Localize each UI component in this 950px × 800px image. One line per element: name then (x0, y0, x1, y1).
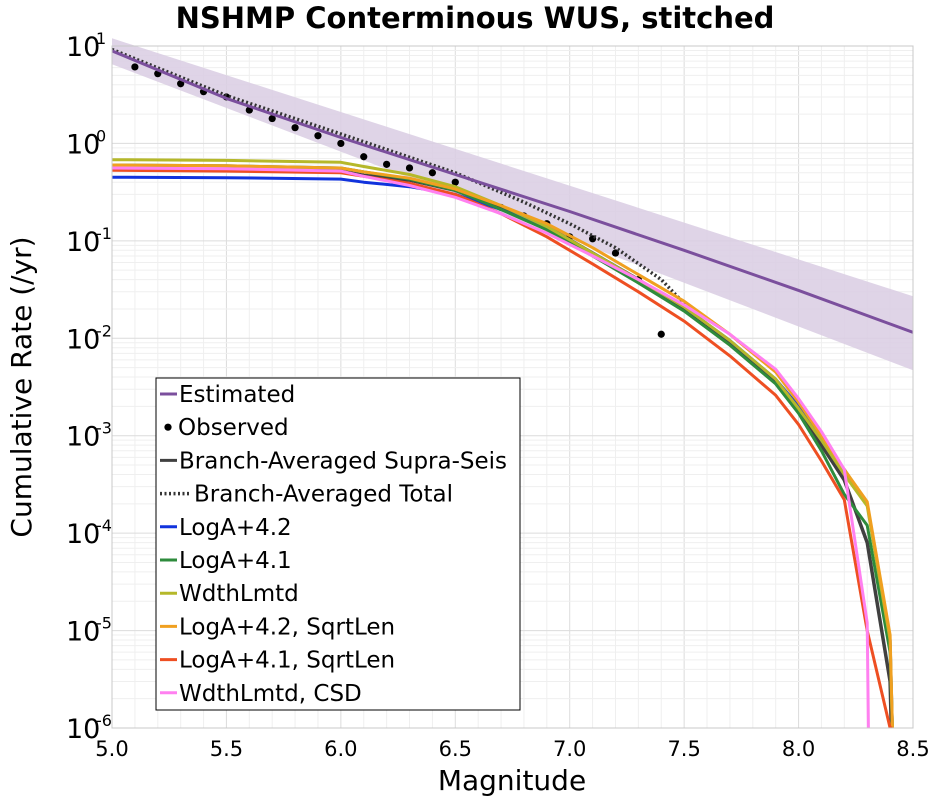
y-tick-label: 100 (66, 126, 106, 160)
legend-label: LogA+4.1 (179, 548, 292, 574)
series-layer (112, 47, 913, 728)
x-tick-label: 6.0 (324, 737, 357, 761)
estimated-band (112, 38, 913, 371)
y-tick-exponent: -3 (96, 419, 112, 438)
y-tick-base: 10 (66, 129, 100, 160)
x-tick-label: 7.0 (553, 737, 586, 761)
observed-point (268, 114, 276, 123)
legend-item-loga-4-2: LogA+4.2 (160, 515, 292, 541)
y-tick-base: 10 (66, 422, 100, 453)
legend-item-wdthlmtd-csd: WdthLmtd, CSD (160, 681, 362, 707)
legend-item-estimated: Estimated (160, 382, 295, 408)
observed-point (383, 160, 391, 168)
y-tick-base: 10 (66, 617, 100, 648)
legend-label: Estimated (179, 382, 295, 408)
y-tick-exponent: -5 (96, 614, 112, 633)
legend-label: Branch-Averaged Total (194, 482, 453, 508)
observed-point (451, 178, 459, 186)
x-tick-label: 5.0 (95, 737, 128, 761)
y-tick-base: 10 (66, 32, 100, 63)
y-tick-exponent: 1 (96, 29, 106, 48)
observed-point (611, 249, 620, 257)
x-tick-label: 6.5 (439, 737, 472, 761)
x-tick-label: 5.5 (210, 737, 243, 761)
x-ticks: 5.0 5.5 6.0 6.5 7.0 7.5 8.0 8.5 (95, 737, 929, 761)
y-tick-exponent: -1 (96, 224, 112, 243)
observed-point (657, 330, 665, 338)
legend-box (155, 377, 521, 711)
series-estimated (112, 49, 913, 334)
y-tick-exponent: -6 (96, 711, 112, 730)
observed-point (314, 132, 322, 140)
legend-label: WdthLmtd, CSD (179, 681, 362, 707)
y-tick-exponent: -4 (96, 516, 112, 535)
legend-label: WdthLmtd (179, 581, 299, 607)
observed-point (291, 124, 299, 132)
legend-label: LogA+4.2 (179, 515, 292, 541)
chart-title: NSHMP Conterminous WUS, stitched (176, 1, 775, 35)
observed-point (428, 169, 436, 177)
legend-label: LogA+4.1, SqrtLen (179, 648, 395, 674)
observed-point (131, 63, 139, 71)
legend-item-branch-averaged-total: Branch-Averaged Total (160, 482, 453, 508)
y-tick-base: 10 (66, 714, 100, 745)
legend-item-branch-averaged-supra-seis: Branch-Averaged Supra-Seis (160, 448, 507, 474)
legend-swatch (164, 423, 172, 431)
legend-label: Observed (178, 415, 289, 441)
y-tick-exponent: 0 (96, 126, 106, 145)
observed-point (405, 164, 414, 172)
y-tick-label: 10-1 (66, 224, 112, 258)
legend-item-loga-4-1: LogA+4.1 (160, 548, 292, 574)
legend-item-loga-4-2-sqrtlen: LogA+4.2, SqrtLen (160, 614, 395, 640)
legend-item-wdthlmtd: WdthLmtd (160, 581, 299, 607)
y-tick-base: 10 (66, 324, 100, 355)
observed-point (360, 153, 368, 161)
legend-label: Branch-Averaged Supra-Seis (179, 448, 507, 474)
plot-frame (111, 45, 914, 729)
estimated-uncertainty-band (112, 38, 913, 371)
y-tick-label: 10-5 (66, 614, 112, 648)
legend-item-loga-4-1-sqrtlen: LogA+4.1, SqrtLen (160, 648, 395, 674)
y-tick-label: 10-6 (66, 711, 112, 745)
legend-item-observed: Observed (164, 415, 289, 441)
x-tick-label: 7.5 (667, 737, 700, 761)
y-tick-label: 10-4 (66, 516, 112, 550)
x-axis-label: Magnitude (438, 764, 586, 797)
y-tick-exponent: -2 (96, 321, 112, 340)
legend: Estimated Observed Branch-Averaged Supra-S… (155, 377, 521, 711)
y-axis-label: Cumulative Rate (/yr) (5, 236, 38, 537)
y-tick-base: 10 (66, 227, 100, 258)
x-tick-label: 8.0 (782, 737, 815, 761)
y-tick-label: 10-2 (66, 321, 112, 355)
x-tick-label: 8.5 (896, 737, 929, 761)
y-tick-label: 10-3 (66, 419, 112, 453)
series-wdthlmtd-csd (112, 166, 870, 728)
y-tick-label: 101 (66, 29, 106, 63)
observed-point (337, 139, 345, 148)
y-tick-base: 10 (66, 519, 100, 550)
legend-label: LogA+4.2, SqrtLen (179, 614, 395, 640)
observed-point (177, 80, 185, 88)
